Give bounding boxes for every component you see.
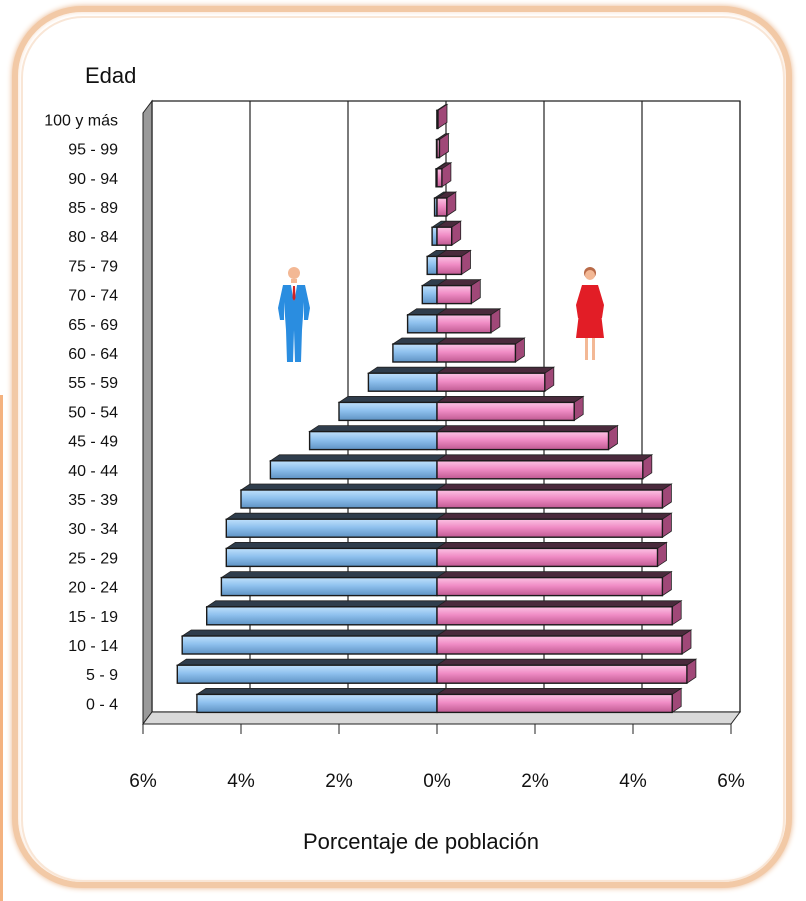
y-tick-label: 100 y más [44,112,118,129]
bar-male [239,483,448,509]
y-tick-label: 80 - 84 [68,229,118,246]
y-tick-label: 85 - 89 [68,200,118,217]
left-edge-accent [0,395,3,901]
x-tick-labels: 6% 4% 2% 0% 2% 4% 6% [129,724,745,792]
y-tick-label: 75 - 79 [68,258,118,275]
bar-female [435,570,673,597]
x-tick-label: 2% [325,771,353,792]
y-tick-label: 90 - 94 [68,171,118,188]
bars [175,103,698,714]
y-tick-label: 15 - 19 [68,609,118,626]
y-tick-label: 35 - 39 [68,492,118,509]
y-tick-label: 55 - 59 [68,375,118,392]
bar-female [435,162,453,188]
plot-floor [142,711,741,725]
y-tick-label: 25 - 29 [68,550,118,567]
y-tick-label: 10 - 14 [68,638,118,655]
x-axis-title: Porcentaje de población [303,829,539,854]
bar-female [435,424,619,451]
bar-female [435,658,698,684]
y-tick-label: 5 - 9 [86,667,118,684]
x-tick-label: 6% [129,771,157,792]
woman-figure-icon [576,267,604,360]
y-tick-label: 40 - 44 [68,463,118,480]
bar-female [435,541,668,568]
bar-male [420,279,448,305]
bar-female [435,454,654,480]
bar-female [435,395,585,422]
bar-male [269,454,448,480]
x-tick-label: 4% [619,771,647,792]
x-tick-label: 6% [717,771,745,792]
bar-female [435,249,472,276]
bar-male [391,337,448,363]
y-tick-label: 70 - 74 [68,288,118,305]
bar-female [435,308,502,334]
bar-male [337,395,448,422]
bar-female [435,629,693,655]
x-tick-label: 0% [423,771,451,792]
bar-female [435,366,556,392]
bar-male [205,600,448,626]
bar-male [175,658,448,684]
man-figure-icon [278,267,310,362]
rounded-frame-inner [21,16,785,882]
bar-female [435,132,450,159]
y-tick-label: 45 - 49 [68,434,118,451]
bar-male [180,629,448,655]
x-tick-label: 4% [227,771,255,792]
bar-female [435,600,683,626]
y-tick-label: 0 - 4 [86,696,118,713]
y-tick-label: 20 - 24 [68,580,118,597]
bar-female [435,483,673,509]
bar-female [435,687,683,714]
y-tick-label: 95 - 99 [68,142,118,159]
bar-female [435,191,458,217]
plot-left-wall [142,99,153,726]
bar-male [224,542,448,568]
bar-male [195,688,448,714]
bar-female [435,103,449,130]
y-tick-label: 60 - 64 [68,346,118,363]
bar-male [224,512,448,538]
y-tick-label: 50 - 54 [68,404,118,421]
y-axis-title: Edad [85,63,136,88]
x-tick-label: 2% [521,771,549,792]
bar-male [308,425,448,451]
bar-male [367,366,448,392]
bar-male [220,571,448,597]
y-tick-label: 30 - 34 [68,521,118,538]
bar-female [435,337,526,363]
y-tick-label: 65 - 69 [68,317,118,334]
bar-female [435,220,463,246]
y-tick-labels: 100 y más 95 - 99 90 - 94 85 - 89 80 - 84 75 … [44,112,118,713]
bar-female [435,512,673,538]
bar-female [435,278,482,305]
